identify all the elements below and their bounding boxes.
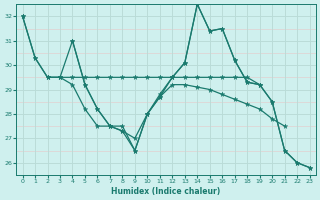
X-axis label: Humidex (Indice chaleur): Humidex (Indice chaleur) [111,187,221,196]
